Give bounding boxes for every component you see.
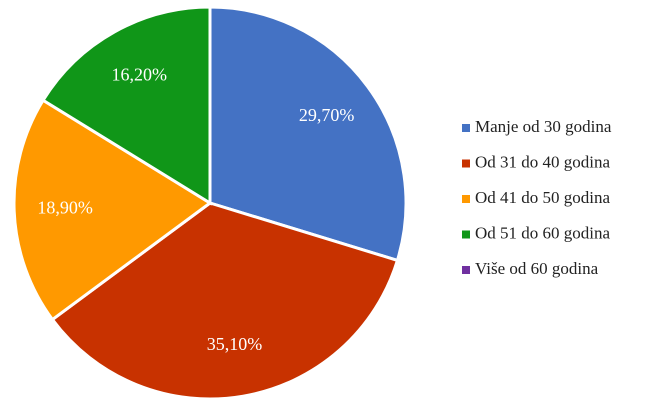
legend-swatch	[462, 124, 470, 132]
legend-swatch	[462, 159, 470, 168]
legend-label: Manje od 30 godina	[475, 117, 612, 136]
data-label: 18,90%	[37, 197, 93, 217]
legend-label: Više od 60 godina	[475, 259, 599, 278]
data-label: 16,20%	[112, 65, 168, 85]
legend-label: Od 51 do 60 godina	[475, 223, 611, 242]
legend-swatch	[462, 195, 470, 203]
legend-label: Od 41 do 50 godina	[475, 188, 611, 207]
pie-slice	[208, 5, 408, 263]
pie-slice	[50, 201, 400, 401]
data-label: 35,10%	[207, 334, 263, 354]
legend-label: Od 31 do 40 godina	[475, 152, 611, 171]
legend-swatch	[462, 266, 470, 274]
legend-swatch	[462, 230, 470, 239]
pie-slice	[12, 98, 213, 322]
pie-slice	[41, 5, 212, 206]
data-label: 29,70%	[299, 105, 355, 125]
